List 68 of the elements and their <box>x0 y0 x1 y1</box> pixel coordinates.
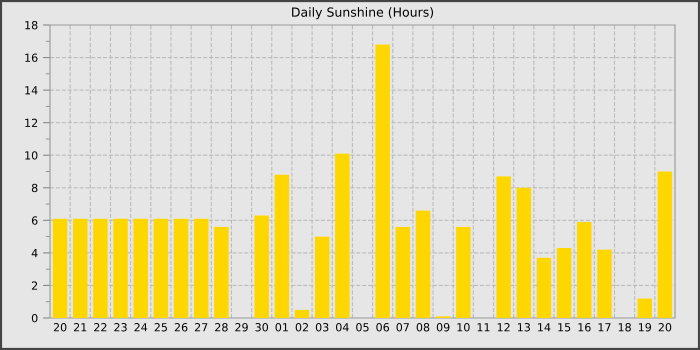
bar <box>314 236 330 318</box>
x-tick-label: 14 <box>538 323 550 332</box>
x-tick-label: 20 <box>54 323 66 332</box>
y-tick-label: 4 <box>32 249 38 258</box>
bar <box>416 210 430 318</box>
x-tick-label: 13 <box>518 323 530 332</box>
bar <box>335 154 350 318</box>
bar <box>93 218 108 318</box>
x-tick-label: 18 <box>618 323 631 332</box>
x-tick-label: 12 <box>498 323 510 332</box>
x-tick-label: 03 <box>316 323 328 332</box>
x-tick-label: 28 <box>215 323 228 332</box>
bar <box>254 215 269 318</box>
x-tick-label: 09 <box>436 323 450 332</box>
bar <box>577 222 592 318</box>
y-tick-label: 18 <box>25 20 38 30</box>
x-tick-label: 10 <box>457 323 470 332</box>
chart-title: Daily Sunshine (Hours) <box>292 7 434 20</box>
bar <box>194 218 208 318</box>
x-tick-label: 24 <box>134 323 148 332</box>
bar <box>658 172 672 318</box>
x-tick-label: 07 <box>396 323 409 332</box>
x-tick-label: 05 <box>356 323 369 332</box>
x-tick-label: 23 <box>114 323 127 332</box>
x-tick-label: 27 <box>194 323 208 332</box>
x-tick-label: 22 <box>94 323 106 332</box>
x-tick-label: 06 <box>376 323 390 332</box>
bar <box>597 250 612 318</box>
bar <box>496 176 511 318</box>
x-tick-label: 15 <box>558 323 570 332</box>
x-tick-label: 25 <box>154 323 167 332</box>
x-tick-label: 16 <box>578 323 591 332</box>
bar <box>214 226 229 318</box>
x-tick-label: 30 <box>255 323 268 332</box>
bar <box>133 218 148 318</box>
x-tick-label: 04 <box>336 323 349 332</box>
x-tick-label: 02 <box>296 323 308 332</box>
y-tick-label: 16 <box>25 54 38 62</box>
x-tick-label: 11 <box>478 323 490 332</box>
bar <box>556 248 572 318</box>
bar <box>536 258 552 318</box>
y-tick-label: 10 <box>25 151 38 160</box>
bar <box>52 218 68 318</box>
y-tick-label: 6 <box>32 216 38 225</box>
x-tick-label: 01 <box>276 323 288 332</box>
y-tick-label: 2 <box>32 281 38 290</box>
x-tick-label: 08 <box>416 323 430 332</box>
bar <box>294 310 310 318</box>
x-tick-label: 20 <box>658 323 672 332</box>
x-tick-label: 19 <box>638 323 652 332</box>
bar <box>72 218 88 318</box>
x-tick-label: 17 <box>598 323 611 332</box>
bar <box>396 226 410 318</box>
bar <box>154 218 168 318</box>
x-tick-label: 29 <box>235 323 248 332</box>
y-tick-label: 8 <box>32 184 38 192</box>
bar <box>274 174 290 318</box>
bar <box>174 218 188 318</box>
y-tick-label: 12 <box>25 118 38 127</box>
y-tick-label: 14 <box>25 86 38 94</box>
bar <box>113 218 128 318</box>
x-tick-label: 21 <box>74 323 86 332</box>
x-tick-label: 26 <box>174 323 188 332</box>
bar <box>516 188 532 318</box>
y-tick-label: 0 <box>32 314 38 322</box>
bar <box>375 44 390 318</box>
bar <box>456 226 471 318</box>
bar <box>638 298 652 318</box>
